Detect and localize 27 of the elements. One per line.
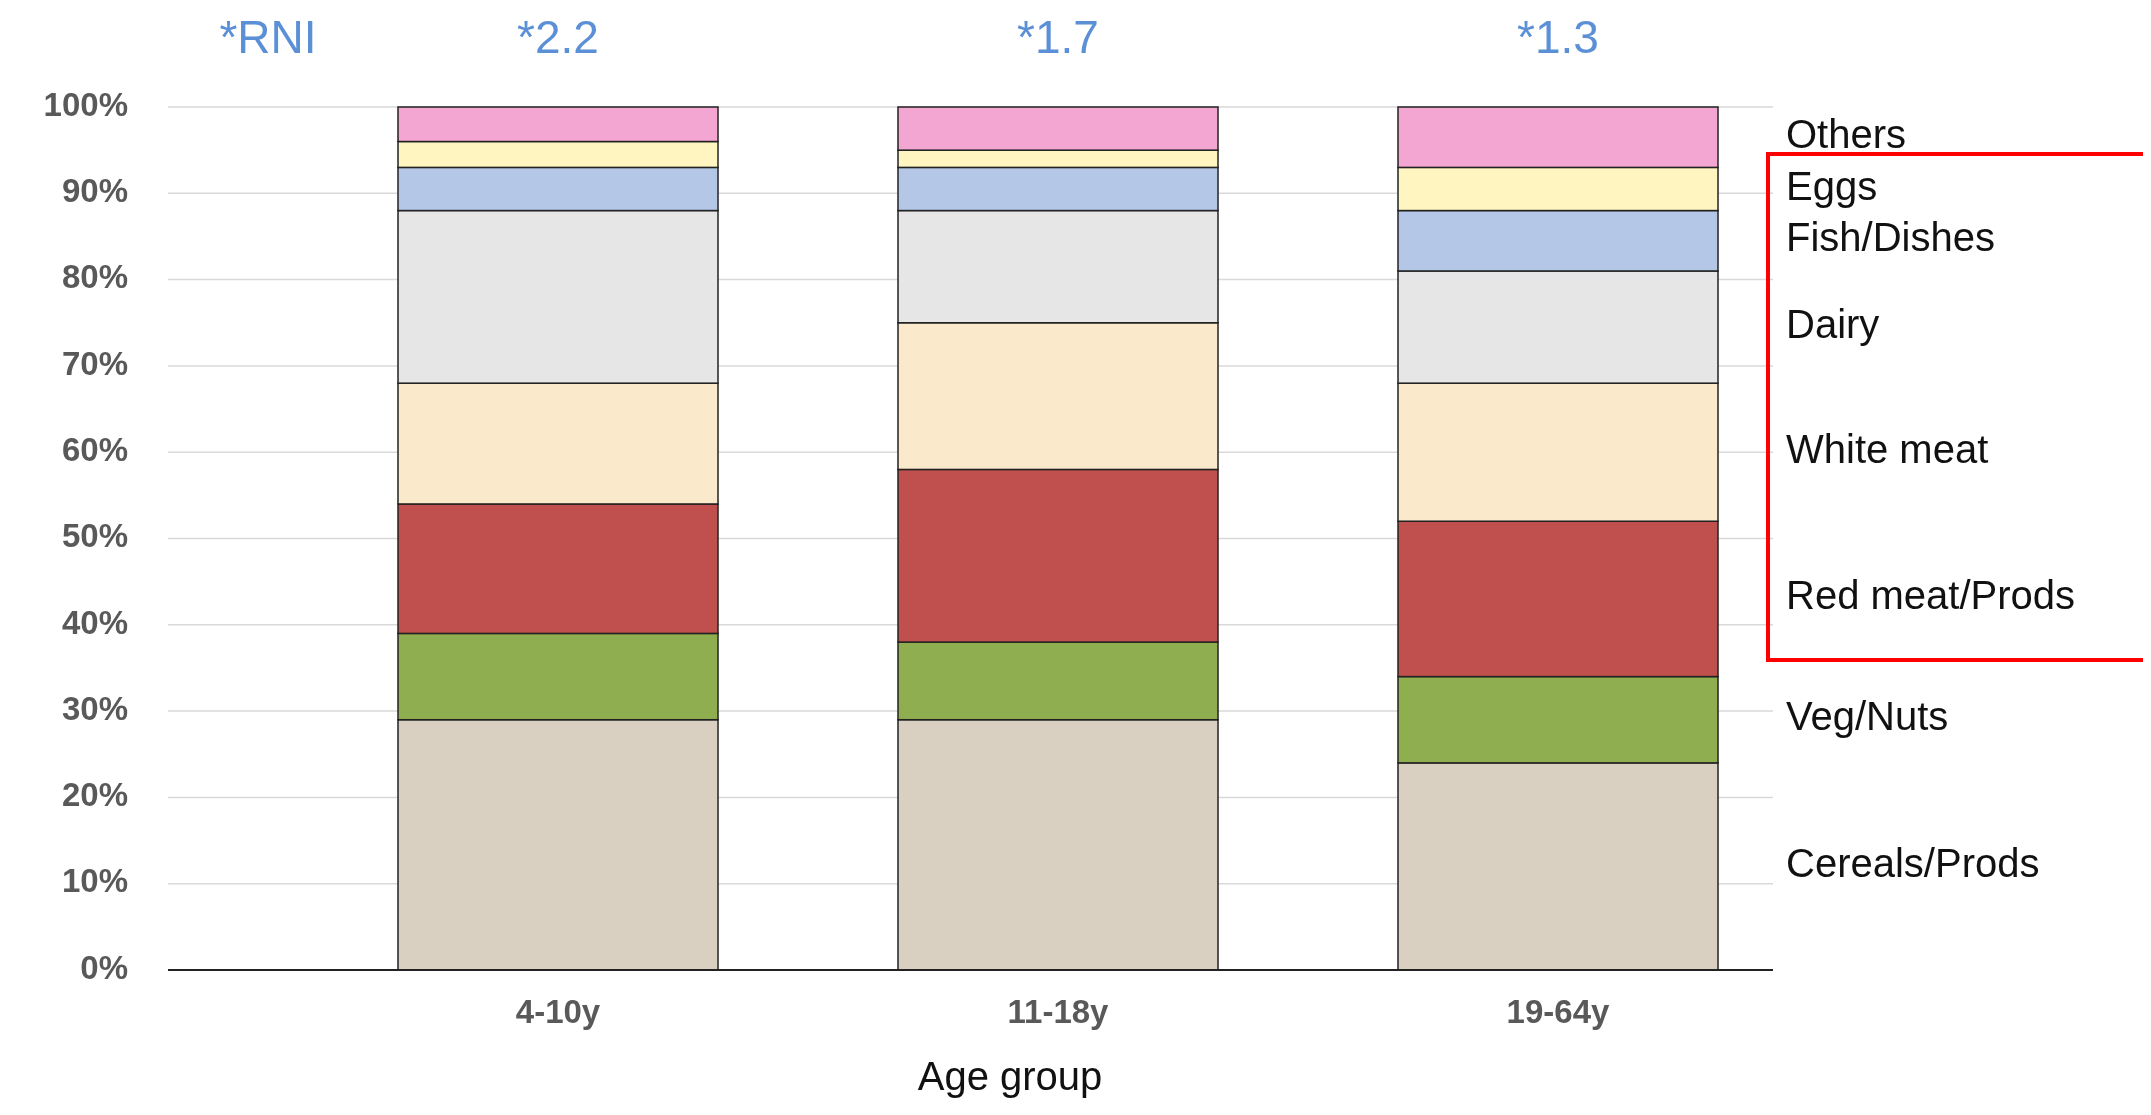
series-label: Red meat/Prods	[1786, 573, 2076, 618]
x-axis-title: Age group	[917, 1054, 1103, 1098]
x-tick-label: 19-64y	[1506, 993, 1611, 1030]
y-tick-label: 20%	[61, 776, 128, 814]
series-label: Eggs	[1786, 163, 1878, 208]
y-tick-label: 80%	[61, 258, 128, 296]
text: *2.2	[517, 11, 599, 63]
text: *RNI	[219, 11, 317, 63]
y-tick-label: 60%	[61, 430, 128, 468]
x-tick-label: 11-18y	[1007, 993, 1110, 1030]
series-label: Others	[1786, 111, 1907, 156]
y-tick-label: 70%	[61, 344, 128, 382]
x-tick-label: 4-10y	[515, 993, 601, 1030]
series-label: White meat	[1786, 426, 1989, 471]
series-label: Cereals/Prods	[1786, 841, 2040, 885]
y-tick-label: 90%	[61, 172, 128, 210]
y-tick-label: 0%	[80, 948, 128, 986]
text: *1.3	[1517, 11, 1599, 63]
y-tick-label: 30%	[61, 689, 128, 727]
series-label: Fish/Dishes	[1786, 215, 1995, 260]
series-label: Veg/Nuts	[1786, 694, 1949, 739]
y-tick-label: 10%	[61, 862, 128, 900]
series-label: Dairy	[1786, 301, 1880, 346]
y-tick-label: 50%	[61, 517, 128, 555]
y-tick-label: 100%	[43, 85, 128, 123]
text: *1.7	[1017, 11, 1099, 63]
y-tick-label: 40%	[61, 603, 128, 641]
